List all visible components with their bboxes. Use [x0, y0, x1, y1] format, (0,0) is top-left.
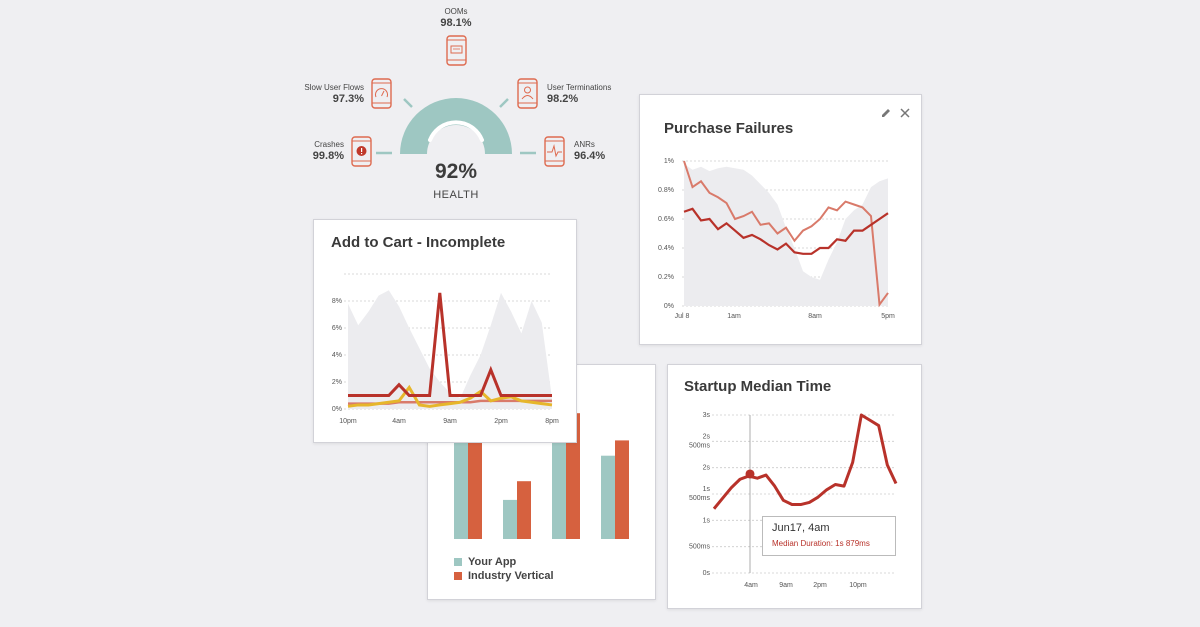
- x-tick-label: 4am: [392, 418, 406, 425]
- bar-your-app: [503, 499, 517, 539]
- y-tick-label: 0.8%: [658, 187, 674, 194]
- x-tick-label: 9am: [443, 418, 457, 425]
- y-tick-label: 500ms: [689, 495, 711, 502]
- series-line-yellow: [347, 384, 553, 408]
- x-tick-label: 4am: [744, 582, 758, 589]
- legend-label-industry: Industry Vertical: [468, 570, 554, 582]
- startup-tooltip: Jun17, 4am Median Duration: 1s 879ms: [762, 516, 896, 556]
- metric-anrs-value: 96.4%: [574, 150, 606, 162]
- y-tick-label: 2s: [703, 433, 711, 440]
- bar-industry: [566, 413, 580, 539]
- gauge-needle-arc: [428, 120, 484, 142]
- add-to-cart-card[interactable]: Add to Cart - Incomplete 0% 2% 4% 6% 8% 10pm 4…: [313, 219, 577, 443]
- legend-label-your-app: Your App: [468, 556, 517, 568]
- legend-swatch-industry: [454, 572, 462, 580]
- purchase-failures-title: Purchase Failures: [664, 120, 794, 137]
- series-line-secondary: [683, 160, 889, 308]
- health-value: 92%: [434, 160, 478, 183]
- y-tick-label: 8%: [332, 298, 342, 305]
- startup-median-title: Startup Median Time: [684, 378, 832, 395]
- metric-anrs-name: ANRs: [574, 140, 595, 149]
- add-to-cart-chart: 0% 2% 4% 6% 8% 10pm 4am 9am 2pm 8pm: [332, 273, 559, 425]
- gauge-graphic: [376, 98, 536, 155]
- phone-keyboard-icon: [446, 35, 467, 66]
- phone-alert-icon: [351, 136, 372, 167]
- phone-speedometer-icon: [371, 78, 392, 109]
- bar-industry: [615, 440, 629, 539]
- bar-your-app: [601, 455, 615, 539]
- x-tick-label: 10pm: [849, 582, 867, 589]
- industry-bar-chart: [454, 406, 629, 539]
- x-tick-label: 8am: [808, 313, 822, 320]
- y-tick-label: 0%: [332, 406, 342, 413]
- legend-swatch-your-app: [454, 558, 462, 566]
- y-tick-label: 0.2%: [658, 274, 674, 281]
- phone-pulse-icon: [544, 136, 565, 167]
- pencil-icon[interactable]: [880, 107, 892, 119]
- x-tick-label: 2pm: [813, 582, 827, 589]
- y-tick-label: 2s: [703, 465, 711, 472]
- series-line-red: [348, 292, 552, 397]
- add-to-cart-title: Add to Cart - Incomplete: [331, 234, 506, 251]
- bar-your-app: [552, 423, 566, 539]
- y-tick-label: 0.6%: [658, 216, 674, 223]
- metric-crashes-name: Crashes: [314, 140, 344, 149]
- y-tick-label: 6%: [332, 325, 342, 332]
- y-tick-label: 0s: [703, 570, 711, 577]
- x-tick-label: 9am: [779, 582, 793, 589]
- bar-industry: [517, 481, 531, 539]
- connector-right-upper: [499, 98, 509, 108]
- x-tick-label: Jul 8: [675, 313, 690, 320]
- y-tick-label: 2%: [332, 379, 342, 386]
- y-tick-label: 0.4%: [658, 245, 674, 252]
- gauge-arc: [400, 98, 512, 154]
- y-tick-label: 1%: [664, 158, 674, 165]
- y-tick-label: 3s: [703, 412, 711, 419]
- metric-ooms-name: OOMs: [444, 7, 468, 16]
- y-tick-label: 1s: [703, 486, 711, 493]
- x-tick-label: 10pm: [339, 418, 357, 425]
- x-tick-label: 1am: [727, 313, 741, 320]
- connector-left-upper: [403, 98, 413, 108]
- highlight-point: [745, 469, 755, 479]
- tooltip-title: Jun17, 4am: [772, 522, 830, 534]
- metric-terminations-name: User Terminations: [547, 83, 612, 92]
- metric-crashes-value: 99.8%: [312, 150, 344, 162]
- close-icon[interactable]: [899, 107, 911, 119]
- y-tick-label: 1s: [703, 517, 711, 524]
- x-tick-label: 5pm: [881, 313, 895, 320]
- health-label: HEALTH: [433, 189, 479, 201]
- series-line-startup: [712, 413, 898, 510]
- purchase-failures-card[interactable]: Purchase Failures 0% 0.2% 0.4% 0.6% 0.8% 1% Ju…: [639, 94, 922, 345]
- tooltip-detail: Median Duration: 1s 879ms: [772, 539, 870, 548]
- bar-your-app: [454, 433, 468, 539]
- startup-median-card[interactable]: Startup Median Time 0s 500ms 1s 1s 500ms 2s 2s…: [667, 364, 922, 609]
- metric-terminations-value: 98.2%: [547, 93, 579, 105]
- startup-median-chart: 0s 500ms 1s 1s 500ms 2s 2s 500ms 3s 4am 9am 2pm 10pm: [689, 412, 898, 589]
- purchase-failures-chart: 0% 0.2% 0.4% 0.6% 0.8% 1% Jul 8 1am 8am 5pm: [658, 158, 895, 320]
- x-tick-label: 8pm: [545, 418, 559, 425]
- metric-ooms-value: 98.1%: [440, 17, 472, 29]
- y-tick-label: 4%: [332, 352, 342, 359]
- series-area-baseline: [348, 290, 552, 409]
- y-tick-label: 0%: [664, 303, 674, 310]
- metric-slow-flows-name: Slow User Flows: [304, 83, 364, 92]
- y-tick-label: 500ms: [689, 442, 711, 449]
- series-line-primary: [683, 207, 889, 255]
- y-tick-label: 500ms: [689, 544, 711, 551]
- series-area-baseline: [684, 163, 888, 306]
- x-tick-label: 2pm: [494, 418, 508, 425]
- metric-slow-flows-value: 97.3%: [332, 93, 364, 105]
- phone-user-icon: [517, 78, 538, 109]
